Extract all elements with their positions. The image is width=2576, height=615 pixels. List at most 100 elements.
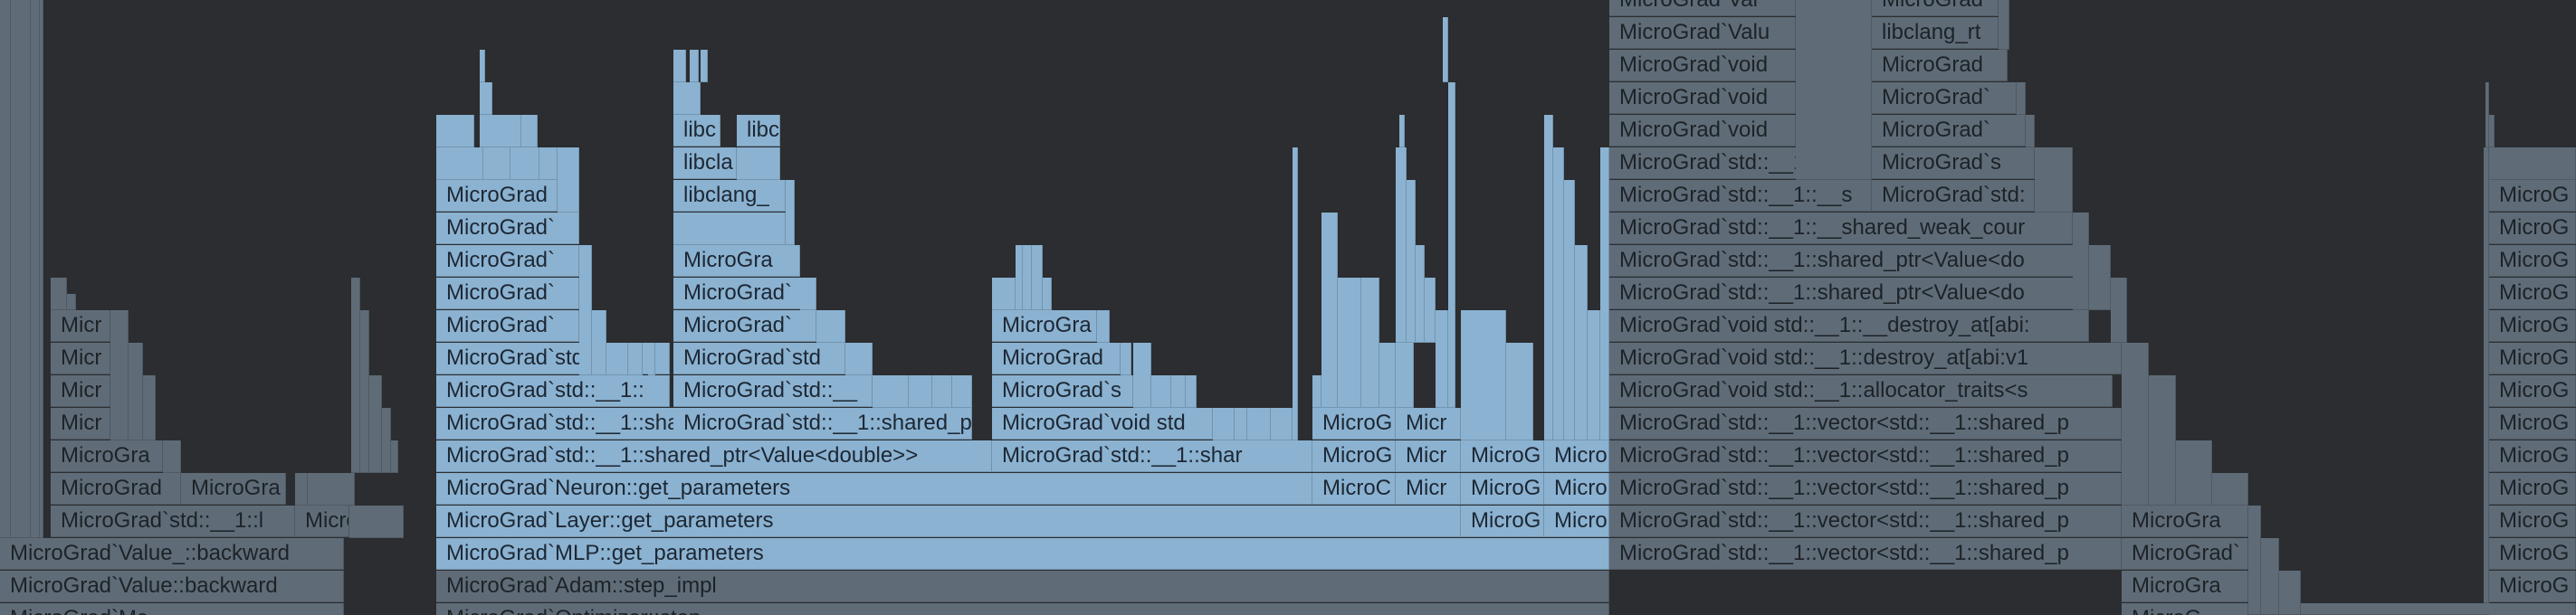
flame-frame[interactable]: MicroG xyxy=(2489,538,2576,570)
flame-frame-sliver[interactable] xyxy=(673,82,701,115)
flame-frame[interactable]: MicroGra xyxy=(181,473,286,505)
flame-frame-sliver[interactable] xyxy=(539,147,558,180)
flame-frame[interactable]: MicroGrad` xyxy=(436,310,579,342)
flame-frame[interactable]: MicroGrad`std::__1::l xyxy=(51,506,295,537)
flame-frame[interactable]: MicroGrad`Value_::backward xyxy=(0,538,344,570)
flame-frame[interactable]: MicroGrad`void xyxy=(1609,115,1796,147)
flame-frame[interactable]: MicroGra xyxy=(2122,571,2248,602)
flame-frame[interactable]: Micro xyxy=(295,506,349,537)
flame-frame[interactable]: MicroG xyxy=(2489,343,2576,374)
flame-frame-sliver[interactable] xyxy=(1361,278,1379,408)
flame-frame-sliver[interactable] xyxy=(382,408,391,473)
flame-frame[interactable]: Micr xyxy=(51,375,110,407)
flame-frame-sliver[interactable] xyxy=(2026,115,2035,147)
flame-frame[interactable]: MicroGrad`std::__1::shared_ptr<Value<do xyxy=(1609,278,2089,309)
flame-frame[interactable]: MicroG xyxy=(1461,440,1544,472)
flame-frame[interactable]: MicroG xyxy=(2489,408,2576,440)
flame-frame[interactable]: Micr xyxy=(51,310,110,342)
flame-frame-sliver[interactable] xyxy=(67,294,76,310)
flame-frame-sliver[interactable] xyxy=(628,343,643,375)
flame-frame-sliver[interactable] xyxy=(1575,245,1588,440)
flame-frame-sliver[interactable] xyxy=(816,310,845,343)
flame-frame-sliver[interactable] xyxy=(1396,343,1414,408)
flame-frame-sliver[interactable] xyxy=(579,245,592,375)
flame-frame-sliver[interactable] xyxy=(110,310,129,440)
flame-frame-sliver[interactable] xyxy=(1235,408,1247,440)
flame-frame-sliver[interactable] xyxy=(1396,147,1407,343)
flame-frame-sliver[interactable] xyxy=(1338,278,1361,408)
flame-frame-sliver[interactable] xyxy=(480,115,521,147)
flame-frame-sliver[interactable] xyxy=(1407,180,1416,343)
flame-frame-sliver[interactable] xyxy=(1588,310,1600,440)
flame-frame[interactable]: MicroGrad xyxy=(1872,50,2008,81)
flame-frame[interactable] xyxy=(2489,603,2576,615)
flame-frame-sliver[interactable] xyxy=(51,278,67,310)
flame-frame[interactable]: MicroG xyxy=(1312,440,1396,472)
flame-frame-sliver[interactable] xyxy=(1461,310,1506,440)
flame-frame-sliver[interactable] xyxy=(40,0,43,538)
flame-frame-sliver[interactable] xyxy=(558,147,579,213)
flame-frame-sliver[interactable] xyxy=(163,440,181,473)
flame-frame-sliver[interactable] xyxy=(1564,180,1575,440)
flame-frame[interactable]: MicroG xyxy=(2489,473,2576,505)
flame-frame[interactable]: Micro xyxy=(1544,473,1609,505)
flame-frame[interactable]: MicroG xyxy=(1312,408,1396,440)
flame-frame[interactable]: Micro xyxy=(1544,440,1609,472)
flame-frame-sliver[interactable] xyxy=(992,278,1016,310)
flame-frame-sliver[interactable] xyxy=(521,115,538,147)
flame-frame-sliver[interactable] xyxy=(800,278,816,310)
flame-frame[interactable]: MicroGrad`s xyxy=(992,375,1133,407)
flame-frame-sliver[interactable] xyxy=(932,375,952,408)
flame-frame[interactable]: Micr xyxy=(1396,473,1461,505)
flame-frame[interactable]: MicroG xyxy=(2122,603,2248,615)
flame-frame[interactable]: MicroGrad` xyxy=(436,245,579,277)
flame-frame-sliver[interactable] xyxy=(952,375,972,408)
flame-frame[interactable]: MicroGrad`void xyxy=(1609,82,1796,114)
flame-frame[interactable]: MicroGrad`Optimizer::step xyxy=(436,603,1609,615)
flame-frame-sliver[interactable] xyxy=(786,180,795,245)
flame-frame[interactable]: libclang_ xyxy=(673,180,786,212)
flame-frame[interactable]: MicroG xyxy=(2489,180,2576,212)
flame-frame-sliver[interactable] xyxy=(483,147,510,180)
flame-frame-sliver[interactable] xyxy=(1379,343,1396,408)
flame-frame-sliver[interactable] xyxy=(2149,375,2176,506)
flame-frame[interactable]: MicroGrad`std::__1::shared_ptr<Value<do xyxy=(1609,245,2089,277)
flame-frame[interactable]: MicroGrad`std::__1::shar xyxy=(992,440,1312,472)
flame-frame-sliver[interactable] xyxy=(1271,408,1293,440)
flame-frame[interactable]: MicroGrad`std::__ xyxy=(673,375,873,407)
flame-frame-sliver[interactable] xyxy=(1043,278,1052,310)
flame-frame[interactable]: MicroGrad xyxy=(436,180,558,212)
flame-frame[interactable]: MicroGrad`std::__1::__shared_weak_cour xyxy=(1609,213,2073,244)
flame-frame[interactable]: MicroGrad xyxy=(992,343,1121,374)
flame-frame[interactable]: MicroGrad`Val xyxy=(1609,0,1796,16)
flame-frame[interactable]: MicroGrad` xyxy=(2122,538,2248,570)
flame-frame-sliver[interactable] xyxy=(606,343,628,375)
flame-frame-sliver[interactable] xyxy=(31,0,40,538)
flame-frame-sliver[interactable] xyxy=(1553,147,1564,440)
flame-frame[interactable]: MicroG xyxy=(2489,310,2576,342)
flame-frame-sliver[interactable] xyxy=(1032,245,1043,310)
flame-frame[interactable]: MicroGrad`std::__1::vector<std::__1::sha… xyxy=(1609,538,2122,570)
flame-frame[interactable]: MicroGrad`Adam::step_impl xyxy=(436,571,1609,602)
flame-frame[interactable]: MicroGra xyxy=(51,440,163,472)
flame-frame[interactable]: libc xyxy=(737,115,780,147)
flame-frame-sliver[interactable] xyxy=(1425,278,1436,343)
flame-frame-sliver[interactable] xyxy=(2111,278,2127,343)
flame-frame-sliver[interactable] xyxy=(1796,0,1872,180)
flame-frame[interactable]: Micr xyxy=(1396,408,1461,440)
flame-frame[interactable]: MicroGrad`std xyxy=(673,343,845,374)
flame-frame-sliver[interactable] xyxy=(2035,147,2073,213)
flame-frame[interactable]: MicroGrad xyxy=(51,473,181,505)
flame-frame-sliver[interactable] xyxy=(1247,408,1271,440)
flame-frame[interactable]: MicroG xyxy=(2489,571,2576,602)
flame-frame[interactable]: MicroGrad`MLP::get_parameters xyxy=(436,538,1609,570)
flame-frame-sliver[interactable] xyxy=(436,147,483,180)
flame-frame[interactable]: MicroG xyxy=(2489,375,2576,407)
flame-frame[interactable]: libc xyxy=(673,115,720,147)
flame-frame[interactable]: MicroGrad`std::__1:: xyxy=(436,375,670,407)
flame-frame[interactable]: MicroG xyxy=(2489,245,2576,277)
flame-frame-sliver[interactable] xyxy=(673,213,786,245)
flame-frame[interactable]: MicroGrad`std::__1::vector<std::__1::sha… xyxy=(1609,408,2122,440)
flame-frame-sliver[interactable] xyxy=(436,115,474,147)
flame-frame-sliver[interactable] xyxy=(1097,310,1110,343)
